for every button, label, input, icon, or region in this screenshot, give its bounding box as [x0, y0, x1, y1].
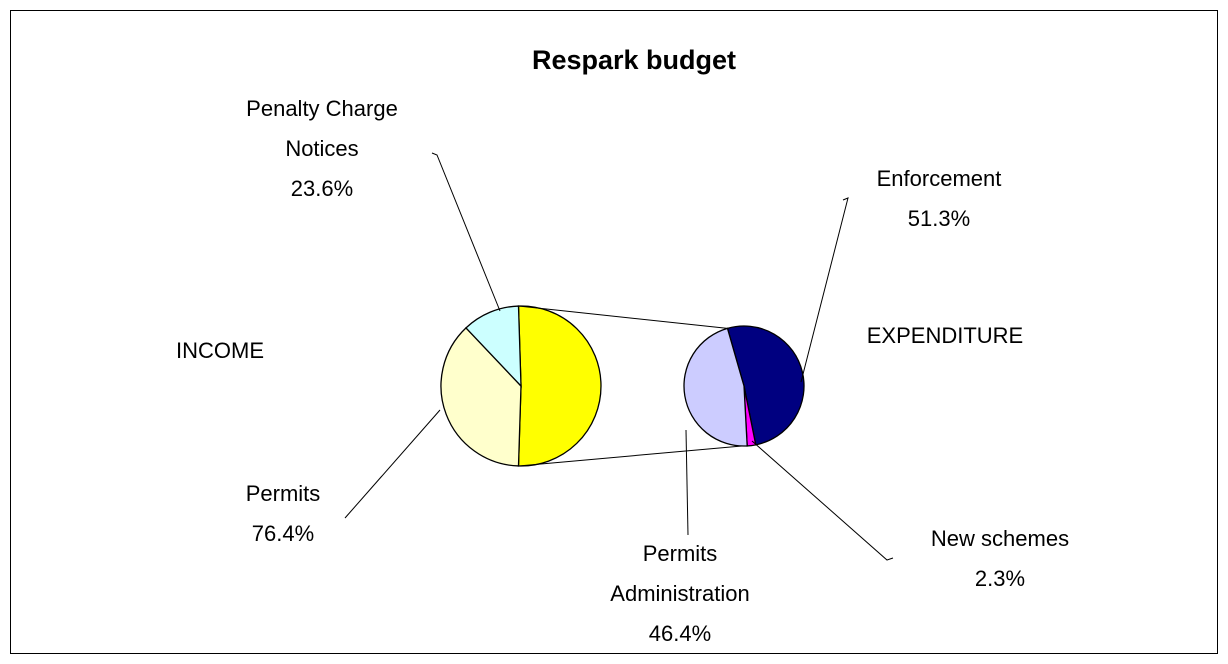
slice-value-label: 2.3% [975, 566, 1025, 591]
pie-slice [517, 305, 602, 467]
slice-label: Penalty Charge Notices [246, 96, 398, 161]
connector-line [518, 305, 728, 329]
leader-line [800, 197, 849, 383]
chart-title: Respark budget [532, 45, 736, 75]
slice-label: Enforcement [877, 166, 1002, 191]
slice-value-label: 51.3% [908, 206, 970, 231]
group-label: INCOME [176, 338, 264, 363]
pie-slice [726, 325, 805, 446]
slice-label: New schemes [931, 526, 1069, 551]
connector-line [518, 445, 742, 467]
group-label: EXPENDITURE [867, 323, 1023, 348]
slice-value-label: 46.4% [649, 621, 711, 646]
leader-line [344, 409, 441, 519]
slice-label: Permits [246, 481, 321, 506]
leader-line [685, 429, 689, 536]
pie-slice [465, 305, 522, 388]
pie-slice [440, 326, 522, 467]
slice-label: Permits Administration [610, 541, 749, 606]
slice-value-label: 23.6% [291, 176, 353, 201]
pie-slice [683, 327, 748, 447]
chart-border [10, 10, 1218, 654]
leader-line [431, 152, 501, 312]
leader-line [751, 440, 894, 561]
slice-value-label: 76.4% [252, 521, 314, 546]
